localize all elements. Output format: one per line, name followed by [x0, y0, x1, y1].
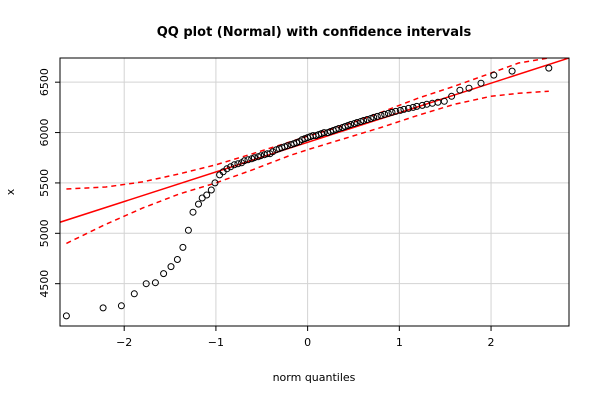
- data-point: [434, 98, 442, 106]
- data-point: [250, 154, 258, 162]
- axis-ticks: −2 −1 0 1 2 4500 5000 5500 6000 6500: [38, 68, 495, 349]
- data-point: [360, 117, 368, 124]
- data-point: [388, 108, 396, 116]
- data-point: [477, 79, 485, 87]
- data-point: [207, 186, 215, 194]
- data-points: [62, 64, 553, 320]
- data-point: [62, 312, 70, 320]
- data-point: [384, 109, 392, 117]
- data-point: [99, 304, 107, 312]
- data-point: [269, 148, 277, 156]
- x-tick-label: −2: [116, 336, 132, 349]
- data-point: [465, 84, 473, 92]
- data-point: [490, 71, 498, 79]
- data-point: [456, 86, 464, 94]
- plot-frame: [59, 57, 570, 327]
- data-point: [405, 104, 412, 112]
- data-point: [240, 157, 248, 165]
- data-point: [409, 103, 417, 111]
- data-point: [167, 263, 175, 271]
- data-point: [257, 152, 265, 160]
- data-point: [418, 101, 426, 109]
- data-point: [363, 116, 371, 123]
- data-point: [353, 119, 361, 126]
- data-point: [283, 142, 291, 150]
- data-point: [211, 179, 219, 187]
- y-axis-label: x: [4, 188, 17, 195]
- reference-line-layer: [60, 58, 569, 223]
- y-tick-label: 6000: [38, 119, 51, 147]
- y-tick-label: 6500: [38, 68, 51, 96]
- data-point: [381, 110, 389, 118]
- x-tick-label: 2: [488, 336, 495, 349]
- data-point: [189, 208, 197, 216]
- data-point: [508, 67, 516, 75]
- data-point: [347, 121, 355, 128]
- y-tick-label: 5000: [38, 219, 51, 247]
- chart-title: QQ plot (Normal) with confidence interva…: [157, 25, 472, 40]
- x-tick-label: −1: [208, 336, 224, 349]
- data-point: [320, 129, 328, 137]
- data-point: [335, 125, 343, 132]
- data-point: [440, 97, 448, 105]
- x-axis-label: norm quantiles: [273, 371, 356, 384]
- data-point: [545, 64, 553, 72]
- data-point: [151, 279, 159, 287]
- data-point: [130, 290, 138, 298]
- data-point: [173, 256, 181, 263]
- x-tick-label: 1: [396, 336, 403, 349]
- reference-line: [60, 58, 569, 223]
- y-tick-label: 4500: [38, 270, 51, 298]
- data-point: [227, 163, 235, 171]
- x-tick-label: 0: [304, 336, 311, 349]
- data-point: [223, 165, 231, 173]
- data-point: [117, 302, 125, 310]
- data-point: [396, 106, 404, 114]
- data-point: [448, 92, 456, 100]
- grid: [60, 58, 569, 326]
- data-point: [373, 112, 381, 120]
- data-point: [179, 243, 187, 251]
- data-point: [184, 226, 192, 234]
- data-point: [142, 280, 150, 288]
- y-tick-label: 5500: [38, 169, 51, 197]
- data-point: [230, 161, 238, 169]
- data-point: [370, 113, 378, 121]
- data-point: [195, 200, 202, 208]
- data-point: [160, 270, 168, 278]
- data-point: [400, 105, 408, 113]
- data-point: [392, 107, 400, 115]
- data-point: [234, 160, 242, 168]
- data-point: [377, 111, 385, 119]
- data-point: [244, 156, 252, 164]
- data-point: [203, 191, 211, 199]
